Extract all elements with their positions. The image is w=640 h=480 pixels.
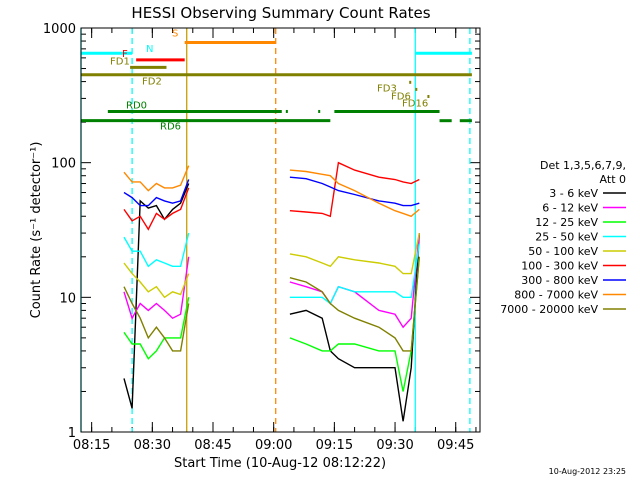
- series-line-7000-20000kev: [289, 256, 420, 352]
- series-line-800-7000kev: [123, 165, 190, 192]
- flag-label-fd3: FD3: [377, 83, 397, 94]
- series-line-3-6kev: [289, 233, 420, 422]
- flag-label-f: F: [122, 49, 128, 60]
- series-line-800-7000kev: [289, 169, 420, 218]
- series-line-3-6kev: [123, 183, 190, 409]
- legend-entry-label: 300 - 800 keV: [521, 274, 598, 287]
- legend-entry-label: 50 - 100 keV: [528, 245, 598, 258]
- y-axis-label: Count Rate (s⁻¹ detector⁻¹): [29, 142, 44, 319]
- flag-label-fd16: FD16: [402, 98, 428, 109]
- series-line-6-12kev: [123, 256, 190, 320]
- series-line-50-100kev: [123, 262, 190, 299]
- series-line-300-800kev: [289, 176, 420, 207]
- flag-label-fd6: FD6: [391, 91, 411, 102]
- y-tick-label: 1: [68, 426, 76, 441]
- legend-entry-label: 12 - 25 keV: [535, 216, 598, 229]
- series-line-300-800kev: [123, 179, 190, 207]
- flag-label-s: S: [172, 29, 178, 40]
- series-line-12-25kev: [289, 256, 420, 392]
- x-tick-label: 09:30: [376, 438, 413, 453]
- y-tick-label: 100: [51, 157, 76, 172]
- x-axis-label: Start Time (10-Aug-12 08:12:22): [174, 456, 386, 471]
- legend-title-line-1: Det 1,3,5,6,7,9,: [540, 159, 626, 172]
- legend-entry-label: 3 - 6 keV: [549, 187, 598, 200]
- y-tick-label: 10: [59, 291, 76, 306]
- flag-label-rd0: RD0: [126, 100, 147, 111]
- legend-entry-label: 25 - 50 keV: [535, 231, 598, 244]
- x-tick-label: 09:00: [255, 438, 292, 453]
- plot-area: 1 10 100 1000 08:15 08:30 08:45 09:00 09:15 09:30…: [43, 22, 481, 453]
- legend-entry-label: 7000 - 20000 keV: [500, 303, 598, 316]
- legend: Det 1,3,5,6,7,9, Att 0 3 - 6 keV 6 - 12 k…: [500, 159, 626, 316]
- plot-frame: [80, 27, 481, 433]
- flag-label-fd2: FD2: [142, 77, 162, 88]
- series-line-25-50kev: [123, 232, 190, 268]
- series-line-100-300kev: [123, 187, 190, 231]
- series-line-100-300kev: [289, 161, 420, 218]
- x-tick-label: 09:45: [437, 438, 474, 453]
- y-tick-label: 1000: [43, 22, 76, 37]
- x-tick-label: 08:30: [134, 438, 171, 453]
- series-line-7000-20000kev: [123, 286, 190, 352]
- x-tick-label: 08:45: [194, 438, 231, 453]
- series-line-50-100kev: [289, 232, 420, 275]
- x-tick-label: 09:15: [316, 438, 353, 453]
- legend-entry-label: 100 - 300 keV: [521, 260, 598, 273]
- legend-entry-label: 800 - 7000 keV: [514, 289, 598, 302]
- flag-label-n: N: [146, 44, 153, 55]
- flag-label-fd1: FD1: [110, 56, 130, 67]
- chart-title: HESSI Observing Summary Count Rates: [131, 4, 430, 22]
- flag-label-rd6: RD6: [160, 122, 181, 133]
- legend-title-line-2: Att 0: [600, 173, 626, 186]
- legend-entry-label: 6 - 12 keV: [542, 202, 598, 215]
- footer-timestamp: 10-Aug-2012 23:25: [549, 467, 626, 476]
- x-tick-label: 08:15: [73, 438, 110, 453]
- series-line-25-50kev: [289, 243, 420, 305]
- series-line-12-25kev: [123, 297, 190, 360]
